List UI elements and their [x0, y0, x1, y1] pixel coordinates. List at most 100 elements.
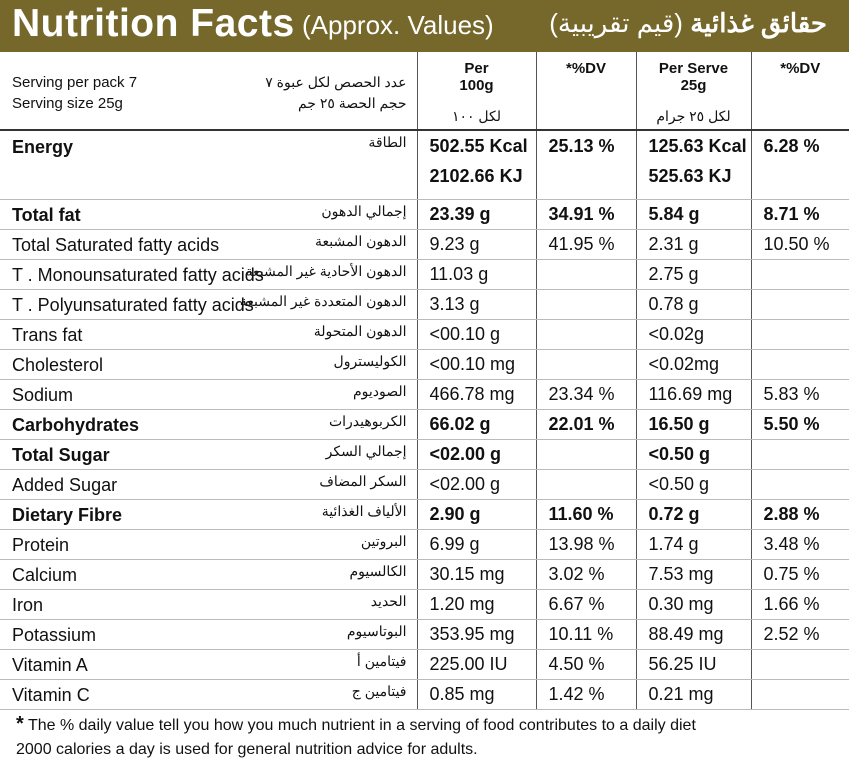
subtitle: (Approx. Values): [302, 10, 494, 40]
table-row: T . Monounsaturated fatty acids الدهون ال…: [0, 259, 849, 290]
cell-dv1: 4.50 %: [535, 649, 636, 680]
cell-dv2: 0.75 %: [750, 559, 849, 590]
nutrition-table: Serving per pack 7 Serving size 25g عدد …: [0, 52, 849, 710]
nutrient-name-ar: الألياف الغذائية: [321, 503, 407, 519]
cell-dv1: 1.42 %: [535, 679, 636, 710]
cell-dv2: 5.50 %: [750, 409, 849, 440]
nutrient-name-ar: الدهون الأحادية غير المشبعة: [245, 263, 407, 279]
cell-perserve: <0.50 g: [635, 469, 751, 500]
nutrient-name-cell: Total Sugar إجمالي السكر: [0, 439, 417, 470]
nutrient-name-ar: إجمالي السكر: [325, 443, 407, 459]
col-per100-header: Per 100g لكل ١٠٠: [416, 52, 536, 131]
nutrient-name-ar: إجمالي الدهون: [321, 203, 407, 219]
energy-row: Energy الطاقة 502.55 Kcal 2102.66 KJ 25.…: [0, 130, 849, 200]
cell-dv2: 8.71 %: [750, 199, 849, 230]
nutrient-name: Vitamin C: [12, 685, 90, 705]
cell-dv1: 13.98 %: [535, 529, 636, 560]
cell-dv2: 1.66 %: [750, 589, 849, 620]
serving-info-en: Serving per pack 7 Serving size 25g: [12, 72, 137, 114]
nutrient-name: Vitamin A: [12, 655, 88, 675]
cell-per100: 225.00 IU: [416, 649, 536, 680]
cell-perserve: 16.50 g: [635, 409, 751, 440]
cell-dv1: [535, 349, 636, 380]
header-row: Serving per pack 7 Serving size 25g عدد …: [0, 52, 849, 131]
per100-ar: لكل ١٠٠: [451, 108, 502, 124]
cell-perserve: 116.69 mg: [635, 379, 751, 410]
cell-dv1: 41.95 %: [535, 229, 636, 260]
cell-perserve: 56.25 IU: [635, 649, 751, 680]
nutrient-name-ar: الحديد: [370, 593, 407, 609]
nutrient-name-ar: الصوديوم: [352, 383, 407, 399]
per100-label: Per: [464, 60, 489, 77]
energy-perserve: 125.63 Kcal 525.63 KJ: [635, 130, 751, 200]
nutrient-name-cell: Total fat إجمالي الدهون: [0, 199, 417, 230]
cell-perserve: <0.02g: [635, 319, 751, 350]
nutrient-name-ar: الكالسيوم: [349, 563, 407, 579]
cell-per100: 30.15 mg: [416, 559, 536, 590]
cell-per100: 23.39 g: [416, 199, 536, 230]
nutrient-name: Total Saturated fatty acids: [12, 235, 220, 255]
dv2-label: *%DV: [780, 60, 821, 77]
cell-dv2: 2.52 %: [750, 619, 849, 650]
table-row: Vitamin C فيتامين ج 0.85 mg 1.42 % 0.21 mg: [0, 679, 849, 710]
nutrient-name: Calcium: [12, 565, 78, 585]
energy-dv1-value: 25.13 %: [548, 136, 615, 156]
nutrient-name-cell: T . Monounsaturated fatty acids الدهون ال…: [0, 259, 417, 290]
serving-size: Serving size 25g: [12, 95, 123, 112]
nutrient-name: T . Monounsaturated fatty acids: [12, 265, 264, 285]
table-row: Sodium الصوديوم 466.78 mg 23.34 % 116.69 mg 5…: [0, 379, 849, 410]
title: Nutrition Facts: [12, 2, 295, 45]
footnote: * The % daily value tell you how you muc…: [16, 712, 836, 762]
nutrient-name: Total fat: [12, 205, 81, 225]
cell-per100: 9.23 g: [416, 229, 536, 260]
cell-per100: 66.02 g: [416, 409, 536, 440]
energy-dv2-value: 6.28 %: [763, 136, 820, 156]
nutrient-name-ar: فيتامين ج: [351, 683, 407, 699]
cell-per100: 0.85 mg: [416, 679, 536, 710]
cell-perserve: 0.30 mg: [635, 589, 751, 620]
energy-dv2: 6.28 %: [750, 130, 849, 200]
nutrient-name-ar: الدهون المتعددة غير المشبعة: [239, 293, 407, 309]
nutrient-name-ar: فيتامين أ: [356, 653, 407, 669]
nutrient-name: Cholesterol: [12, 355, 104, 375]
cell-dv1: 6.67 %: [535, 589, 636, 620]
nutrient-name: Protein: [12, 535, 70, 555]
nutrient-name: Carbohydrates: [12, 415, 140, 435]
table-row: Potassium البوتاسيوم 353.95 mg 10.11 % 88.49…: [0, 619, 849, 650]
nutrient-name-cell: Vitamin A فيتامين أ: [0, 649, 417, 680]
cell-dv2: [750, 649, 849, 680]
cell-dv1: 23.34 %: [535, 379, 636, 410]
col-perserve-header: Per Serve 25g لكل ٢٥ جرام: [635, 52, 751, 131]
cell-dv1: 10.11 %: [535, 619, 636, 650]
nutrient-name-cell: Added Sugar السكر المضاف: [0, 469, 417, 500]
nutrient-name-cell: Trans fat الدهون المتحولة: [0, 319, 417, 350]
nutrient-name: Sodium: [12, 385, 74, 405]
perserve-label: Per Serve: [658, 60, 729, 77]
cell-dv1: [535, 259, 636, 290]
nutrient-name-ar: الكربوهيدرات: [328, 413, 407, 429]
energy-name: Energy: [12, 137, 74, 157]
subtitle-ar-text: (قيم تقريبية): [549, 8, 683, 38]
table-row: Dietary Fibre الألياف الغذائية 2.90 g 11.60…: [0, 499, 849, 530]
nutrition-header: Nutrition Facts (Approx. Values) حقائق غ…: [0, 0, 849, 52]
serving-info-cell: Serving per pack 7 Serving size 25g عدد …: [0, 52, 417, 131]
cell-per100: <02.00 g: [416, 469, 536, 500]
table-row: Calcium الكالسيوم 30.15 mg 3.02 % 7.53 mg 0.7…: [0, 559, 849, 590]
cell-perserve: 88.49 mg: [635, 619, 751, 650]
col-dv2-header: *%DV: [750, 52, 849, 131]
nutrient-name-cell: Total Saturated fatty acids الدهون المشبع…: [0, 229, 417, 260]
table-row: Trans fat الدهون المتحولة <00.10 g <0.02g: [0, 319, 849, 350]
nutrient-name-ar: الكوليسترول: [333, 353, 407, 369]
nutrient-name-cell: Protein البروتين: [0, 529, 417, 560]
table-row: Total fat إجمالي الدهون 23.39 g 34.91 % 5.84…: [0, 199, 849, 230]
cell-per100: 6.99 g: [416, 529, 536, 560]
cell-per100: <00.10 g: [416, 319, 536, 350]
nutrient-name-cell: Potassium البوتاسيوم: [0, 619, 417, 650]
cell-dv1: [535, 469, 636, 500]
nutrient-name-cell: Calcium الكالسيوم: [0, 559, 417, 590]
nutrient-name: Added Sugar: [12, 475, 118, 495]
nutrient-name-ar: الدهون المتحولة: [313, 323, 407, 339]
cell-dv1: [535, 289, 636, 320]
cell-dv2: 2.88 %: [750, 499, 849, 530]
table-row: Added Sugar السكر المضاف <02.00 g <0.50 g: [0, 469, 849, 500]
